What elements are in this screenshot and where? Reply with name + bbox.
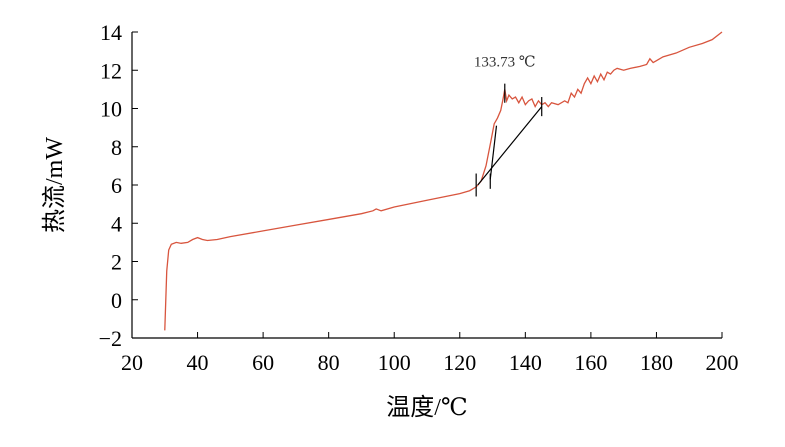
x-tick-label: 200: [706, 350, 739, 375]
data-line: [164, 31, 723, 331]
x-tick-label: 160: [574, 350, 607, 375]
y-tick-label: 8: [111, 135, 122, 160]
x-tick-label: 40: [187, 350, 209, 375]
y-tick-label: 14: [100, 20, 122, 45]
annotation: 133.73 ℃: [474, 55, 536, 71]
x-tick-label: 20: [121, 350, 143, 375]
x-tick-label: 180: [640, 350, 673, 375]
x-tick-label: 80: [318, 350, 340, 375]
y-tick-label: 2: [111, 250, 122, 275]
tangent-line: [477, 106, 543, 186]
y-tick-label: −2: [99, 326, 122, 351]
y-tick-label: 12: [100, 58, 122, 83]
y-axis-label: 热流/mW: [41, 137, 68, 233]
x-tick-label: 60: [252, 350, 274, 375]
x-tick-label: 120: [443, 350, 476, 375]
x-tick-label: 100: [378, 350, 411, 375]
y-tick-label: 0: [111, 288, 122, 313]
y-tick-label: 10: [100, 97, 122, 122]
tangent-line: [489, 125, 498, 180]
x-axis-label: 温度/℃: [386, 394, 468, 421]
y-tick-label: 6: [111, 173, 122, 198]
y-tick-label: 4: [111, 211, 122, 236]
x-tick-label: 140: [509, 350, 542, 375]
